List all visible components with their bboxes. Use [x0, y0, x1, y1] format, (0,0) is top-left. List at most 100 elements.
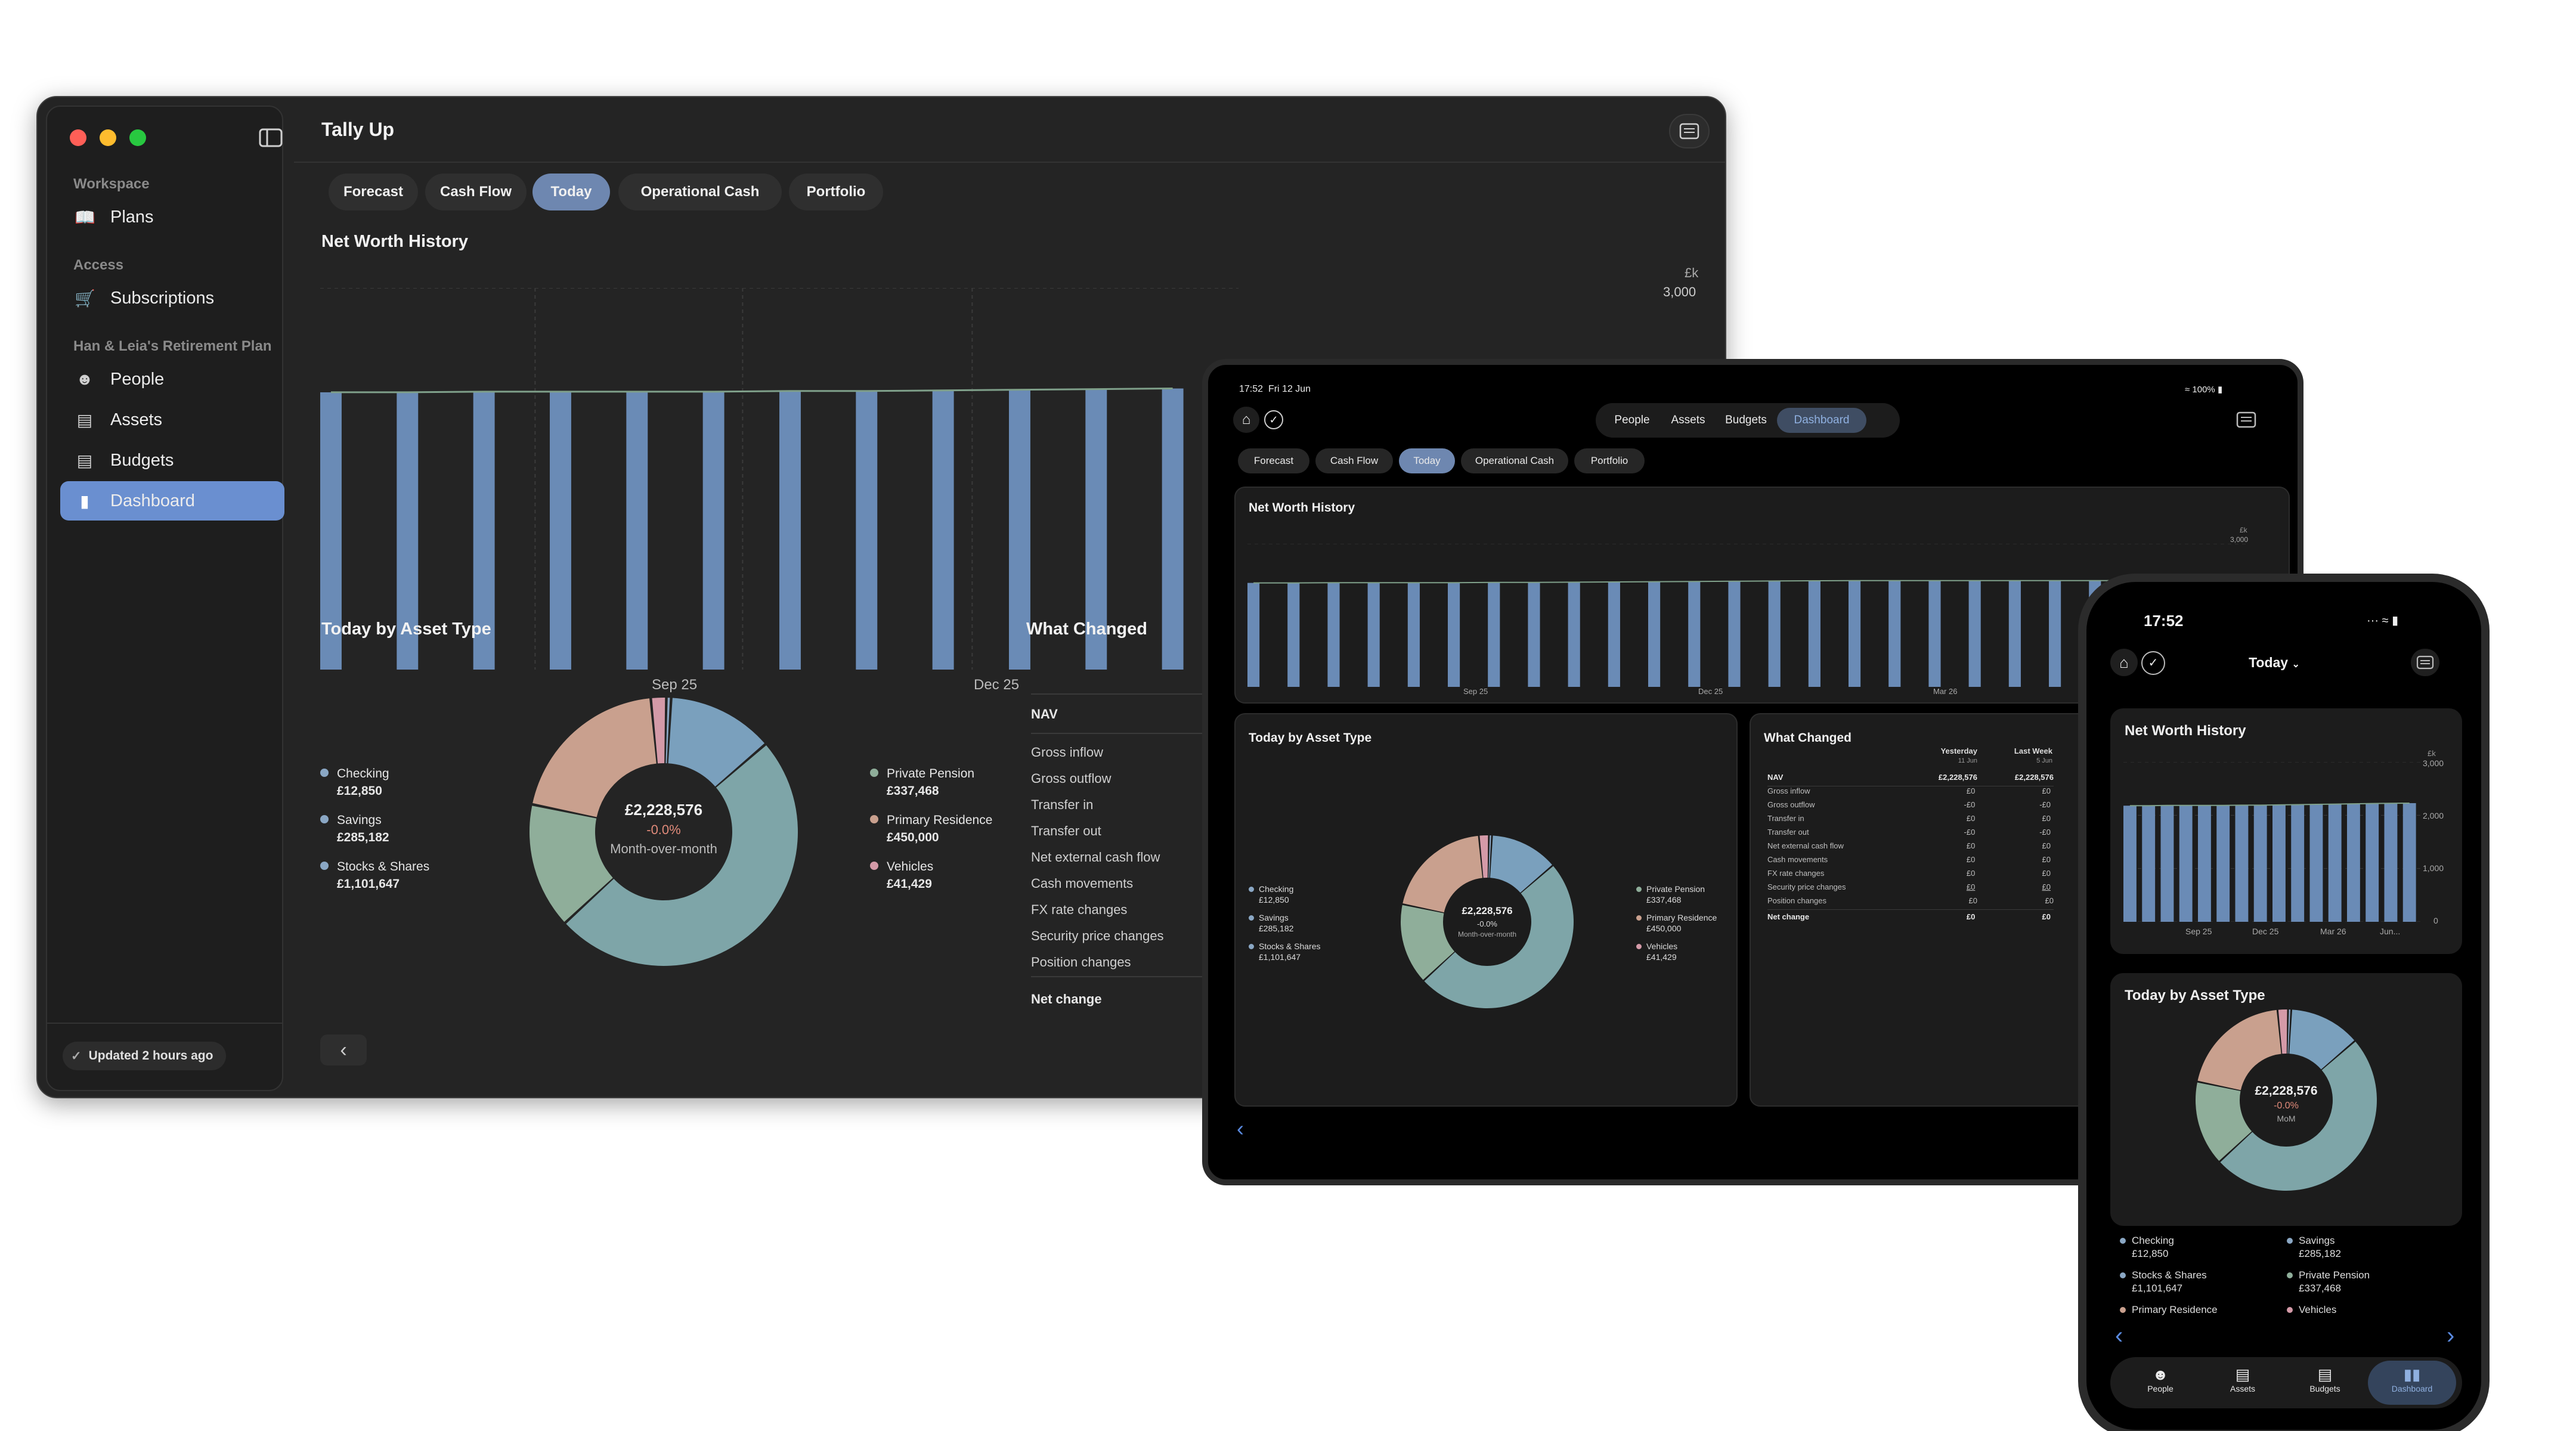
asset-type-title: Today by Asset Type — [1249, 731, 1372, 745]
pie-slice — [2289, 1009, 2355, 1070]
x-tick-label: Mar 26 — [2320, 927, 2346, 936]
bar — [1247, 583, 1260, 687]
bar — [2291, 804, 2305, 922]
bar — [397, 392, 419, 670]
bar — [2198, 805, 2211, 922]
bar — [1407, 583, 1420, 687]
phone-device: 17:52 ··· ≈ ▮ ⌂ ✓ Today ⌄ Net Worth Hist… — [2078, 574, 2490, 1431]
legend-item-pension: Private Pension £337,468 — [870, 765, 974, 800]
y-tick-label: 3,000 — [2230, 535, 2249, 544]
bar — [1808, 581, 1820, 687]
legend-item-checking: Checking £12,850 — [2120, 1234, 2174, 1260]
legend-item-stocks: Stocks & Shares £1,101,647 — [320, 858, 429, 893]
status-text: Updated 2 hours ago — [88, 1049, 213, 1063]
pie-slice — [2197, 1009, 2281, 1091]
y-axis-unit: £k — [2240, 526, 2247, 534]
close-window-button[interactable] — [70, 129, 86, 146]
sidebar-item-plans[interactable]: 📖 Plans — [60, 197, 284, 237]
table-row: Transfer in £0 £0 — [1767, 814, 2051, 823]
check-circle-icon[interactable]: ✓ — [2141, 651, 2165, 675]
tab-forecast[interactable]: Forecast — [329, 174, 418, 210]
legend-item-residence: Primary Residence £450,000 — [870, 811, 992, 846]
bar — [2049, 580, 2061, 687]
segment-people[interactable]: People — [1614, 414, 1650, 426]
bar — [1528, 582, 1540, 687]
tab-portfolio[interactable]: Portfolio — [789, 174, 883, 210]
sidebar-item-subscriptions[interactable]: 🛒 Subscriptions — [60, 278, 284, 318]
donut-change: -0.0% — [1477, 919, 1497, 928]
bar — [2328, 804, 2342, 922]
tab-forecast[interactable]: Forecast — [1238, 448, 1309, 473]
segment-dashboard[interactable]: Dashboard — [1777, 408, 1866, 433]
sidebar-item-budgets[interactable]: ▤ Budgets — [60, 441, 284, 480]
nav-budgets[interactable]: ▤ Budgets — [2288, 1365, 2362, 1393]
divider — [1031, 733, 1210, 734]
bar — [2384, 803, 2398, 922]
bar — [2366, 803, 2379, 922]
divider — [294, 162, 1725, 163]
nav-assets[interactable]: ▤ Assets — [2206, 1365, 2280, 1393]
table-row: Gross inflow £0 £0 — [1767, 786, 2051, 795]
sidebar-item-label: Subscriptions — [110, 288, 215, 308]
back-button[interactable]: ‹ — [320, 1034, 367, 1065]
row-label: Security price changes — [1031, 928, 1164, 943]
chevron-left-icon: ‹ — [340, 1038, 347, 1061]
asset-type-title: Today by Asset Type — [2125, 987, 2265, 1003]
view-picker[interactable]: Today ⌄ — [2249, 655, 2300, 670]
back-button[interactable]: ‹ — [2115, 1322, 2123, 1349]
donut-caption: Month-over-month — [1457, 930, 1517, 938]
pie-slice — [532, 698, 657, 817]
back-button[interactable]: ‹ — [1237, 1116, 1244, 1141]
donut-change: -0.0% — [646, 822, 681, 837]
nav-people[interactable]: ☻ People — [2123, 1365, 2197, 1393]
pie-slice — [1490, 835, 1552, 893]
bar — [2347, 804, 2360, 922]
x-tick-label: Dec 25 — [2252, 927, 2279, 936]
sidebar-item-people[interactable]: ☻ People — [60, 360, 284, 399]
donut-caption: MoM — [2277, 1114, 2296, 1123]
divider — [47, 1023, 282, 1024]
table-row: Cash movements £0 £0 — [1767, 855, 2051, 864]
tab-portfolio[interactable]: Portfolio — [1574, 448, 1645, 473]
tab-cash-flow[interactable]: Cash Flow — [1315, 448, 1393, 473]
tab-cash-flow[interactable]: Cash Flow — [425, 174, 527, 210]
tab-today[interactable]: Today — [1399, 448, 1455, 473]
inspector-button[interactable] — [1669, 114, 1710, 148]
segment-budgets[interactable]: Budgets — [1725, 414, 1767, 426]
sidebar: Workspace 📖 Plans Access 🛒 Subscriptions H… — [46, 106, 284, 1091]
bar — [1849, 580, 1861, 687]
row-label: Position changes — [1031, 955, 1131, 970]
sidebar-section-workspace: Workspace — [73, 176, 150, 192]
tab-today[interactable]: Today — [532, 174, 610, 210]
zoom-window-button[interactable] — [129, 129, 146, 146]
bar — [1648, 581, 1661, 687]
y-tick-label: 2,000 — [2423, 811, 2444, 820]
sidebar-toggle-icon[interactable] — [259, 128, 283, 147]
nav-dashboard[interactable]: ▮▮ Dashboard — [2368, 1361, 2456, 1405]
home-button[interactable]: ⌂ — [1233, 407, 1259, 433]
bar — [1728, 581, 1741, 687]
table-row: Gross outflow -£0 -£0 — [1767, 800, 2051, 809]
inspector-icon[interactable] — [2236, 411, 2256, 428]
net-worth-title: Net Worth History — [321, 232, 468, 251]
row-label: Gross outflow — [1031, 771, 1111, 786]
series-line — [330, 388, 1173, 394]
segment-assets[interactable]: Assets — [1671, 414, 1705, 426]
sidebar-section-plan: Han & Leia's Retirement Plan — [73, 338, 272, 354]
forward-button[interactable]: › — [2447, 1322, 2454, 1349]
y-axis-unit: £k — [1685, 265, 1699, 280]
legend-item-savings: Savings £285,182 — [1249, 912, 1293, 934]
sidebar-item-dashboard[interactable]: ▮ Dashboard — [60, 481, 284, 521]
tab-operational-cash[interactable]: Operational Cash — [1461, 448, 1568, 473]
sidebar-item-assets[interactable]: ▤ Assets — [60, 400, 284, 439]
donut-total: £2,228,576 — [2255, 1084, 2318, 1098]
legend-item-savings: Savings £285,182 — [320, 811, 389, 846]
home-button[interactable]: ⌂ — [2110, 649, 2138, 676]
net-change-label: Net change — [1031, 992, 1102, 1006]
inspector-button[interactable] — [2411, 649, 2439, 676]
banknote-icon: ▤ — [2235, 1365, 2250, 1383]
check-circle-icon[interactable]: ✓ — [1264, 410, 1283, 429]
minimize-window-button[interactable] — [100, 129, 116, 146]
column-header: Yesterday — [1940, 747, 1977, 755]
tab-operational-cash[interactable]: Operational Cash — [618, 174, 782, 210]
